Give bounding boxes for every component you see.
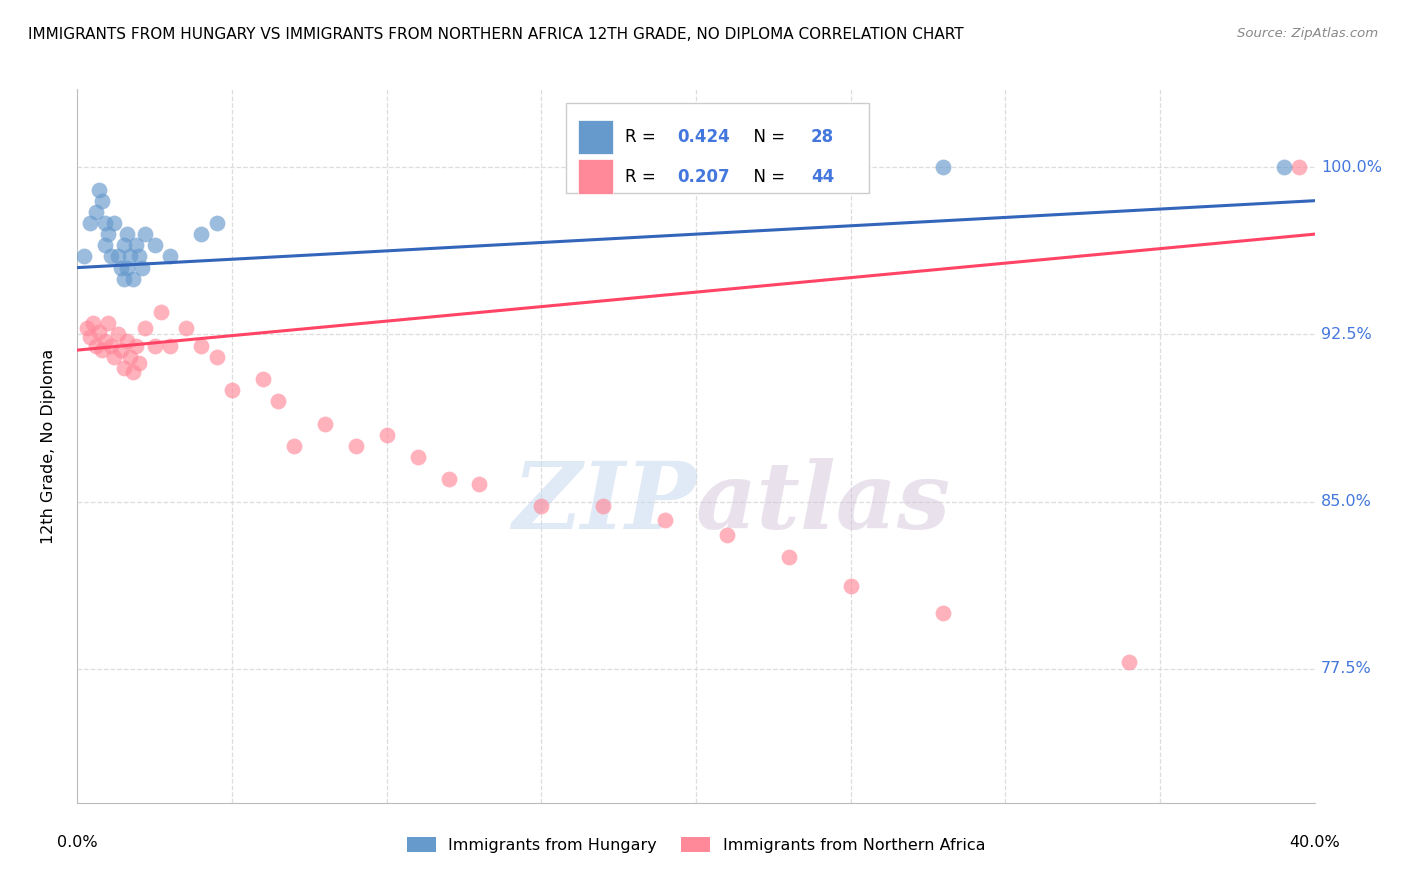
- Point: [112, 360, 135, 375]
- Text: 85.0%: 85.0%: [1320, 494, 1372, 509]
- Text: 92.5%: 92.5%: [1320, 327, 1371, 342]
- Point: [91, 194, 114, 208]
- Text: IMMIGRANTS FROM HUNGARY VS IMMIGRANTS FROM NORTHERN AFRICA 12TH GRADE, NO DIPLOM: IMMIGRANTS FROM HUNGARY VS IMMIGRANTS FR…: [28, 27, 963, 42]
- Point: [79, 329, 101, 343]
- Point: [932, 160, 955, 174]
- Point: [190, 338, 212, 352]
- Point: [839, 579, 862, 593]
- Y-axis label: 12th Grade, No Diploma: 12th Grade, No Diploma: [42, 349, 56, 543]
- Point: [205, 216, 228, 230]
- Point: [530, 499, 553, 513]
- Point: [76, 320, 98, 334]
- Point: [159, 338, 181, 352]
- Text: ZIP: ZIP: [512, 458, 696, 548]
- Text: 0.424: 0.424: [678, 128, 730, 146]
- Point: [112, 271, 135, 285]
- Point: [128, 356, 150, 370]
- Text: R =: R =: [626, 128, 661, 146]
- Bar: [578, 120, 613, 154]
- Text: 0.207: 0.207: [678, 168, 730, 186]
- Point: [107, 249, 129, 263]
- Point: [82, 316, 104, 330]
- Point: [103, 216, 125, 230]
- Point: [252, 372, 274, 386]
- Point: [932, 606, 955, 620]
- Point: [1288, 160, 1310, 174]
- FancyBboxPatch shape: [567, 103, 869, 193]
- Point: [143, 238, 166, 252]
- Point: [97, 316, 120, 330]
- Point: [118, 350, 141, 364]
- Point: [84, 338, 107, 352]
- Point: [314, 417, 336, 431]
- Point: [159, 249, 181, 263]
- Text: N =: N =: [742, 128, 790, 146]
- Point: [107, 327, 129, 342]
- Point: [1272, 160, 1295, 174]
- Point: [87, 182, 110, 196]
- Point: [72, 249, 94, 263]
- Text: 40.0%: 40.0%: [1289, 835, 1340, 850]
- Text: 100.0%: 100.0%: [1320, 160, 1382, 175]
- Point: [115, 260, 138, 275]
- Point: [131, 260, 153, 275]
- Point: [103, 350, 125, 364]
- Point: [468, 476, 491, 491]
- Point: [112, 238, 135, 252]
- Point: [122, 365, 145, 379]
- Point: [125, 238, 148, 252]
- Point: [375, 427, 398, 442]
- Point: [97, 227, 120, 241]
- Text: 44: 44: [811, 168, 834, 186]
- Point: [87, 325, 110, 339]
- Point: [406, 450, 429, 464]
- Text: 28: 28: [811, 128, 834, 146]
- Point: [190, 227, 212, 241]
- Point: [778, 550, 800, 565]
- Point: [125, 338, 148, 352]
- Point: [283, 439, 305, 453]
- Point: [267, 394, 290, 409]
- Point: [654, 512, 676, 526]
- Point: [115, 227, 138, 241]
- Point: [221, 383, 243, 397]
- Point: [110, 343, 132, 357]
- Text: 77.5%: 77.5%: [1320, 662, 1371, 676]
- Text: R =: R =: [626, 168, 661, 186]
- Point: [149, 305, 172, 319]
- Legend: Immigrants from Hungary, Immigrants from Northern Africa: Immigrants from Hungary, Immigrants from…: [401, 830, 991, 859]
- Point: [118, 249, 141, 263]
- Point: [100, 338, 122, 352]
- Point: [94, 334, 117, 348]
- Point: [84, 204, 107, 219]
- Text: 0.0%: 0.0%: [58, 835, 97, 850]
- Point: [134, 320, 156, 334]
- Text: N =: N =: [742, 168, 790, 186]
- Point: [122, 271, 145, 285]
- Point: [716, 528, 738, 542]
- Point: [94, 216, 117, 230]
- Text: Source: ZipAtlas.com: Source: ZipAtlas.com: [1237, 27, 1378, 40]
- Point: [91, 343, 114, 357]
- Point: [437, 472, 460, 486]
- Point: [100, 249, 122, 263]
- Point: [344, 439, 367, 453]
- Point: [205, 350, 228, 364]
- Point: [79, 216, 101, 230]
- Point: [94, 238, 117, 252]
- Point: [143, 338, 166, 352]
- Point: [592, 499, 614, 513]
- Point: [134, 227, 156, 241]
- Point: [115, 334, 138, 348]
- Bar: [578, 160, 613, 194]
- Point: [128, 249, 150, 263]
- Text: atlas: atlas: [696, 458, 952, 548]
- Point: [174, 320, 197, 334]
- Point: [110, 260, 132, 275]
- Point: [1118, 655, 1140, 669]
